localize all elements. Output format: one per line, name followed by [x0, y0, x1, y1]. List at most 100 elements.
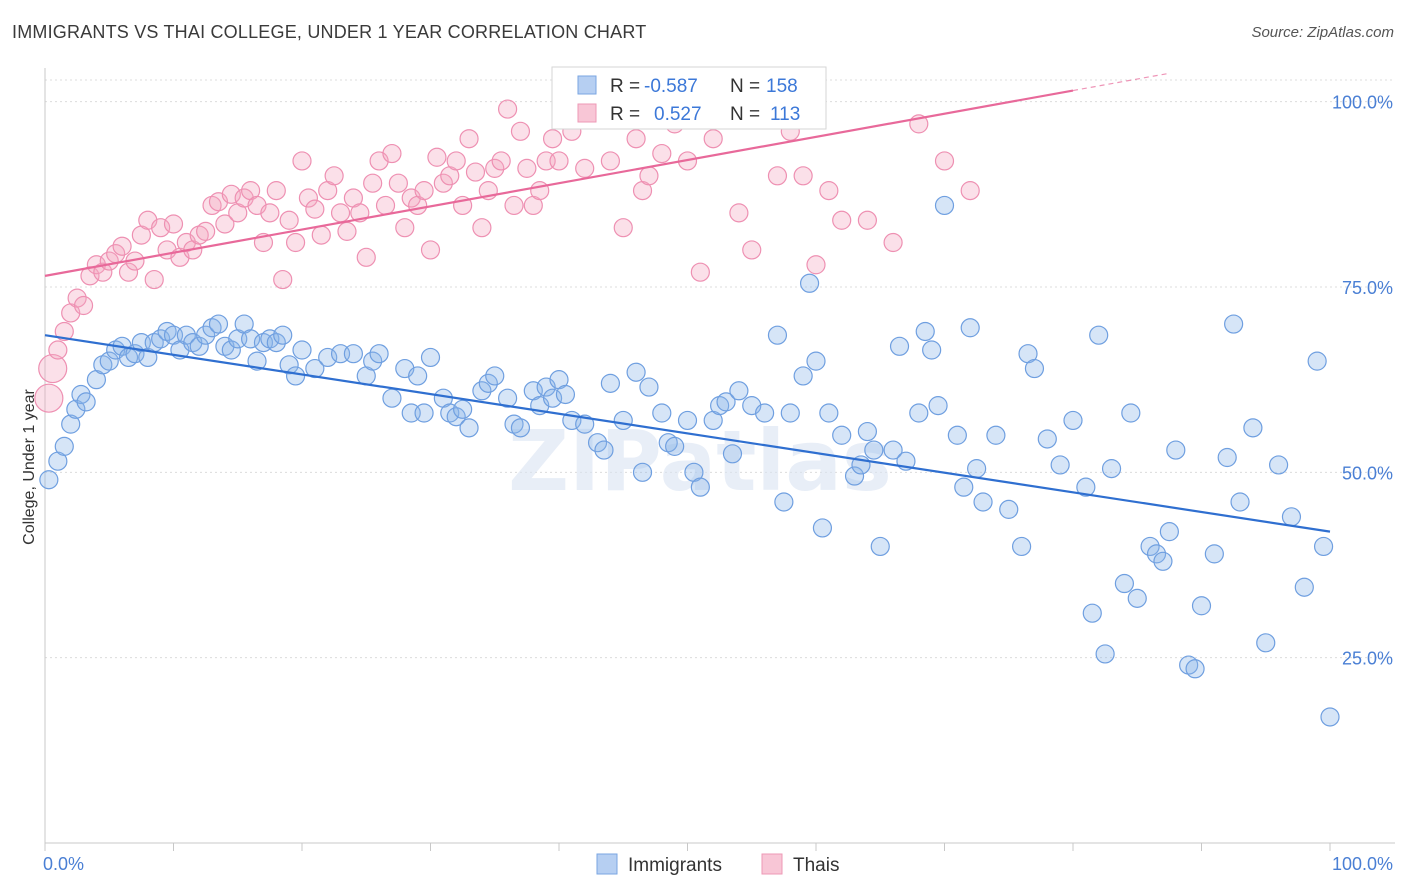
thais-point [163, 214, 184, 234]
immigrants-point [594, 440, 614, 460]
thais-point [48, 340, 68, 360]
immigrants-point [587, 433, 608, 453]
thais-point [729, 203, 749, 223]
immigrants-point [1191, 596, 1212, 616]
legend-thais-n-label: N = [730, 104, 760, 125]
immigrants-point [453, 399, 473, 419]
legend-thais-r-value: 0.527 [654, 104, 702, 125]
immigrants-point [1243, 418, 1263, 438]
thais-point [363, 173, 383, 193]
immigrants-point [1011, 536, 1032, 557]
bottom-legend-thais-label: Thais [793, 855, 839, 876]
immigrants-point [774, 492, 794, 512]
immigrants-point [883, 440, 903, 460]
immigrants-point [446, 407, 466, 427]
immigrants-point [915, 321, 935, 342]
thais-point [491, 151, 511, 171]
thais-trend-extension [1072, 72, 1171, 92]
immigrants-point [420, 347, 441, 368]
immigrants-point [1082, 603, 1102, 623]
thais-point [600, 151, 621, 171]
immigrants-point [1320, 707, 1340, 727]
immigrants-point [832, 425, 852, 445]
y-tick-label: 100.0% [1332, 93, 1393, 113]
thais-points [34, 77, 980, 413]
thais-point [112, 236, 132, 256]
thais-point [382, 143, 402, 164]
immigrants-point [639, 377, 659, 397]
immigrants-point [1166, 440, 1186, 460]
immigrants-point [1217, 447, 1237, 468]
thais-point [767, 166, 788, 186]
immigrants-point [729, 381, 749, 401]
immigrants-point [1230, 492, 1250, 512]
bottom-legend-immigrants-swatch [596, 853, 618, 875]
thais-point [395, 218, 415, 238]
immigrants-point [722, 444, 743, 464]
immigrants-point [369, 344, 389, 364]
thais-point [703, 129, 723, 149]
thais-point [292, 151, 312, 171]
immigrants-point [1063, 410, 1083, 431]
legend-immigrants-r-label: R = [610, 76, 640, 97]
legend-immigrants-swatch [577, 75, 597, 95]
legend-immigrants-r-value: -0.587 [644, 76, 698, 97]
immigrants-point [273, 325, 293, 345]
bottom-legend-thais-swatch [761, 853, 783, 875]
bottom-legend-immigrants-label: Immigrants [628, 855, 722, 876]
thais-point [960, 181, 980, 201]
immigrants-point [1204, 544, 1224, 564]
immigrants-point [864, 440, 884, 460]
immigrants-point [1024, 358, 1045, 379]
axes [44, 68, 1395, 851]
thais-point [67, 288, 87, 308]
immigrants-point [363, 351, 383, 371]
immigrants-point [485, 366, 505, 386]
immigrants-point [889, 336, 910, 356]
thais-point [934, 151, 955, 171]
thais-point [266, 181, 286, 201]
immigrants-point [1037, 429, 1057, 449]
immigrants-point [247, 351, 267, 371]
thais-point [883, 232, 903, 253]
immigrants-point [1101, 459, 1122, 479]
thais-point [196, 221, 216, 241]
legend-thais-n-value: 113 [770, 104, 800, 125]
thais-point [375, 195, 396, 216]
immigrants-point [626, 362, 646, 382]
thais-point [485, 158, 505, 178]
immigrants-point [1140, 536, 1160, 557]
immigrants-point [1294, 577, 1314, 597]
immigrants-trend-line [44, 334, 1331, 533]
immigrants-point [1268, 455, 1289, 475]
immigrants-point [1281, 507, 1302, 527]
grid-lines [45, 79, 1395, 659]
immigrants-point [1095, 644, 1115, 664]
y-tick-label: 75.0% [1342, 278, 1393, 298]
immigrants-point [189, 336, 209, 356]
immigrants-point [318, 347, 338, 368]
immigrants-point [767, 325, 788, 345]
chart-title: IMMIGRANTS VS THAI COLLEGE, UNDER 1 YEAR… [12, 22, 647, 42]
thais-point [504, 195, 524, 216]
immigrants-point [542, 388, 563, 408]
immigrants-point [665, 436, 685, 456]
immigrants-point [600, 373, 621, 393]
y-tick-label: 50.0% [1342, 463, 1393, 483]
immigrants-point [279, 355, 299, 375]
thais-point [144, 269, 164, 290]
thais-point [806, 255, 826, 275]
immigrants-point [960, 318, 980, 338]
thais-point [542, 129, 563, 149]
immigrants-point [472, 381, 492, 401]
immigrants-point [870, 536, 890, 557]
immigrants-point [221, 340, 241, 360]
thais-point [857, 210, 878, 230]
legend: R = -0.587 N = 158 R = 0.527 N = 113 [551, 66, 827, 130]
immigrants-point [76, 392, 96, 412]
immigrants-point [999, 499, 1019, 519]
thais-point [465, 162, 486, 182]
immigrants-point [1121, 403, 1141, 423]
x-tick-label: 100.0% [1332, 854, 1393, 874]
immigrants-point [292, 340, 312, 360]
